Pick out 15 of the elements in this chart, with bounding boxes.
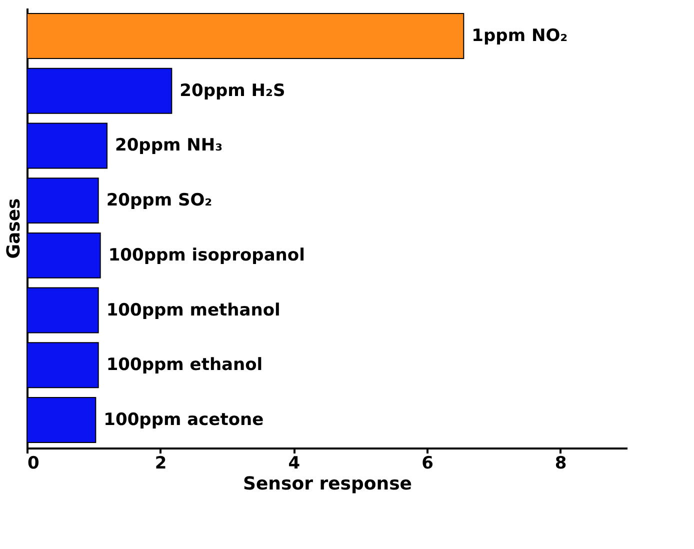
- x-tick-label: 6: [422, 454, 434, 474]
- y-tick-label: 100ppm methanol: [106, 300, 280, 320]
- y-tick-label: 20ppm SO₂: [106, 190, 212, 211]
- x-axis-title: Sensor response: [243, 474, 412, 494]
- y-tick-label: 100ppm acetone: [104, 410, 264, 430]
- y-axis-title: Gases: [4, 198, 24, 259]
- y-tick-label: 20ppm H₂S: [180, 80, 286, 101]
- y-tick-label: 20ppm NH₃: [115, 136, 223, 156]
- x-tick-label: 0: [28, 454, 40, 474]
- y-tick-label: 100ppm ethanol: [106, 355, 263, 376]
- x-tick-label: 8: [554, 454, 567, 474]
- x-tick-label: 2: [154, 454, 167, 474]
- y-tick-label: 100ppm isopropanol: [108, 245, 305, 266]
- x-tick-label: 4: [288, 454, 300, 474]
- y-tick-label: 1ppm NO₂: [472, 26, 568, 46]
